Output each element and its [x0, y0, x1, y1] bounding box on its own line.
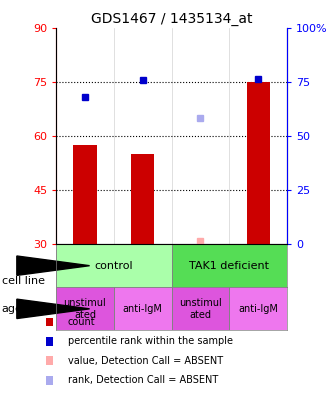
Text: value, Detection Call = ABSENT: value, Detection Call = ABSENT — [68, 356, 223, 366]
Bar — [229, 287, 287, 330]
Text: control: control — [94, 261, 133, 271]
Bar — [247, 82, 270, 244]
Bar — [172, 287, 229, 330]
Text: cell line: cell line — [2, 277, 45, 286]
Text: rank, Detection Call = ABSENT: rank, Detection Call = ABSENT — [68, 375, 218, 385]
Bar — [56, 244, 172, 287]
Text: count: count — [68, 317, 95, 327]
Text: percentile rank within the sample: percentile rank within the sample — [68, 337, 233, 346]
Polygon shape — [17, 256, 90, 275]
Text: unstimul
ated: unstimul ated — [64, 298, 106, 320]
Text: agent: agent — [2, 304, 34, 314]
Bar — [56, 287, 114, 330]
Text: TAK1 deficient: TAK1 deficient — [189, 261, 269, 271]
Text: anti-IgM: anti-IgM — [123, 304, 163, 314]
Text: unstimul
ated: unstimul ated — [179, 298, 222, 320]
Bar — [172, 244, 287, 287]
Text: anti-IgM: anti-IgM — [238, 304, 278, 314]
Bar — [74, 145, 97, 244]
Bar — [131, 154, 154, 244]
Bar — [114, 287, 172, 330]
Polygon shape — [17, 299, 90, 319]
Title: GDS1467 / 1435134_at: GDS1467 / 1435134_at — [91, 12, 252, 26]
